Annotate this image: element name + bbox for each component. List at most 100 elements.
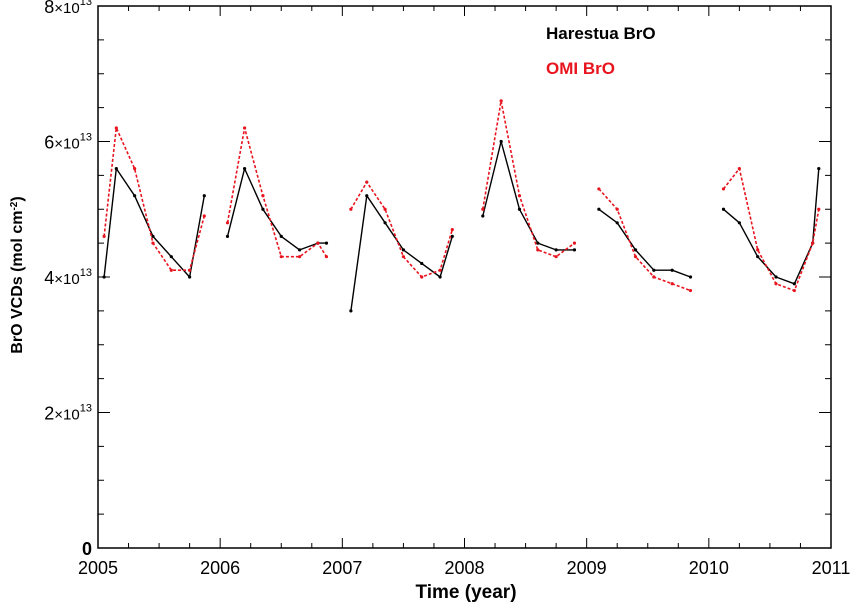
data-point: [536, 241, 540, 245]
data-point: [554, 255, 558, 259]
tick-marks: [97, 5, 832, 549]
series-line-segment: [598, 208, 691, 278]
data-point: [169, 268, 173, 272]
series-line-segment: [598, 188, 691, 292]
data-point: [349, 309, 353, 313]
y-tick-label: 0: [82, 539, 92, 559]
data-point: [670, 268, 674, 272]
series-line-segment: [482, 100, 575, 258]
data-point: [774, 275, 778, 279]
x-tick-label: 2009: [567, 558, 607, 578]
data-point: [517, 194, 522, 198]
data-point: [261, 207, 265, 211]
x-tick-label: 2011: [812, 558, 850, 578]
data-point: [365, 180, 369, 184]
data-point: [324, 255, 329, 259]
data-point: [188, 275, 192, 279]
data-point: [756, 255, 760, 259]
data-point: [554, 248, 558, 252]
data-point: [261, 194, 265, 198]
data-point: [279, 255, 283, 259]
data-point: [536, 248, 540, 252]
y-tick-labels: 0 2×1013 4×1013 6×1013 8×1013: [44, 0, 92, 559]
data-point: [615, 207, 619, 211]
data-point: [633, 255, 638, 259]
data-point: [102, 275, 106, 279]
data-point: [572, 241, 577, 245]
data-point: [811, 241, 815, 245]
data-point: [774, 282, 778, 286]
data-point: [652, 275, 656, 279]
x-tick-labels: 2005 2006 2007 2008 2009 2010 2011: [78, 558, 850, 578]
data-point: [279, 234, 283, 238]
data-point: [243, 167, 247, 171]
data-point: [133, 167, 137, 171]
y-tick-label: 2×1013: [44, 403, 92, 424]
data-point: [297, 248, 302, 252]
data-point: [721, 187, 726, 191]
data-point: [383, 221, 387, 225]
data-point: [114, 167, 118, 171]
data-point: [324, 241, 329, 245]
data-point: [401, 248, 406, 252]
y-tick-label: 4×1013: [44, 267, 92, 288]
data-point: [114, 126, 118, 130]
data-point: [420, 275, 424, 279]
data-point: [615, 221, 619, 225]
y-axis-label-main: BrO VCDs (mol cm: [9, 211, 26, 354]
series-line-segment: [103, 127, 206, 271]
data-point: [297, 255, 302, 259]
data-point: [202, 214, 206, 218]
data-point: [243, 126, 247, 130]
x-axis-label: Time (year): [415, 582, 516, 603]
data-point: [383, 207, 387, 211]
data-point: [365, 194, 369, 198]
data-point: [481, 207, 485, 211]
data-point: [670, 282, 674, 286]
data-point: [817, 207, 821, 211]
data-point: [349, 207, 353, 211]
series-line-segment: [226, 127, 328, 258]
data-point: [688, 288, 693, 293]
data-point: [737, 221, 741, 225]
data-point: [438, 275, 442, 279]
data-point: [499, 139, 503, 144]
series-omi: [102, 99, 821, 293]
data-point: [202, 194, 206, 198]
data-point: [225, 221, 230, 225]
data-point: [817, 167, 821, 171]
data-point: [792, 282, 796, 286]
x-tick-label: 2006: [200, 558, 240, 578]
data-point: [316, 241, 320, 245]
data-point: [133, 194, 137, 198]
data-point: [517, 207, 522, 211]
data-point: [737, 167, 741, 171]
series-line-segment: [723, 168, 820, 285]
series-harestua: [102, 139, 821, 313]
plot-frame: [97, 5, 832, 549]
data-point: [420, 261, 424, 266]
series-layer: [102, 99, 821, 313]
x-tick-label: 2008: [444, 558, 484, 578]
data-point: [151, 241, 155, 245]
data-point: [151, 234, 155, 238]
data-point: [499, 99, 503, 103]
y-axis-label: BrO VCDs (mol cm-2): [9, 196, 27, 353]
data-point: [792, 288, 796, 293]
data-point: [756, 248, 760, 252]
x-tick-label: 2005: [78, 558, 118, 578]
series-line-segment: [103, 167, 205, 278]
data-point: [438, 268, 442, 272]
legend-omi: OMI BrO: [546, 59, 615, 78]
data-point: [450, 234, 454, 238]
x-tick-label: 2007: [322, 558, 362, 578]
data-point: [597, 207, 601, 211]
legend: Harestua BrO OMI BrO: [546, 24, 656, 78]
data-point: [188, 268, 192, 272]
data-point: [597, 187, 601, 191]
legend-harestua: Harestua BrO: [546, 24, 656, 43]
series-line-segment: [482, 140, 575, 251]
data-point: [633, 248, 638, 252]
data-point: [401, 255, 406, 259]
